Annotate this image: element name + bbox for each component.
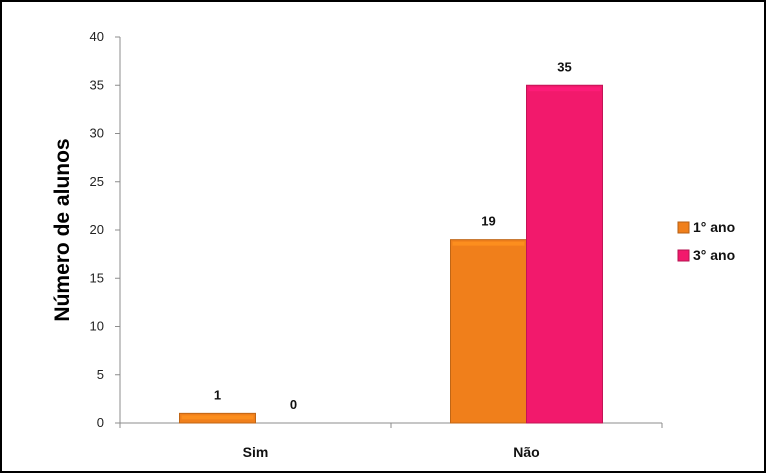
legend-label: 1° ano [693, 219, 735, 235]
y-tick-label: 5 [97, 367, 104, 382]
data-label: 35 [557, 59, 571, 74]
bar [526, 84, 603, 424]
legend-swatch [677, 249, 690, 262]
y-tick-label: 40 [90, 29, 104, 44]
y-tick-label: 10 [90, 319, 104, 334]
legend-swatch [677, 221, 690, 234]
y-tick-label: 35 [90, 77, 104, 92]
data-label: 1 [214, 387, 221, 402]
bar-highlight [528, 87, 601, 92]
y-tick-label: 20 [90, 222, 104, 237]
bar-highlight [181, 415, 254, 420]
bar-highlight [452, 241, 525, 246]
bar [450, 239, 527, 424]
legend-label: 3° ano [693, 247, 735, 263]
y-tick-label: 25 [90, 174, 104, 189]
data-label: 19 [481, 214, 495, 229]
x-tick-label: Sim [243, 444, 269, 460]
legend: 1° ano 3° ano [677, 219, 735, 263]
data-label: 0 [290, 397, 297, 412]
x-tick-label: Não [513, 444, 539, 460]
y-tick-label: 30 [90, 126, 104, 141]
bars [179, 84, 603, 424]
labels: Sim 1 0 Não 19 35 [214, 59, 572, 460]
y-axis-title: Número de alunos [51, 138, 74, 321]
y-tick-label: 0 [97, 415, 104, 430]
y-tick-label: 15 [90, 270, 104, 285]
